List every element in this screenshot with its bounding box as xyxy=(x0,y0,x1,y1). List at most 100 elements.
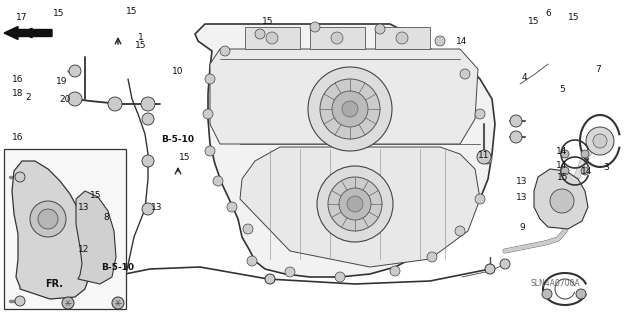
Text: 15: 15 xyxy=(179,153,191,162)
Circle shape xyxy=(485,264,495,274)
Circle shape xyxy=(581,150,589,158)
Circle shape xyxy=(475,109,485,119)
Circle shape xyxy=(475,194,485,204)
Text: 18: 18 xyxy=(12,90,24,99)
Circle shape xyxy=(427,252,437,262)
Text: 1: 1 xyxy=(138,33,144,41)
Circle shape xyxy=(38,209,58,229)
Circle shape xyxy=(550,189,574,213)
Circle shape xyxy=(375,24,385,34)
Text: 14: 14 xyxy=(556,147,568,157)
Circle shape xyxy=(112,297,124,309)
Circle shape xyxy=(205,146,215,156)
Circle shape xyxy=(342,101,358,117)
Circle shape xyxy=(586,127,614,155)
Text: 19: 19 xyxy=(56,78,68,86)
Text: B-5-10: B-5-10 xyxy=(102,263,134,272)
Text: 15: 15 xyxy=(568,13,580,23)
Circle shape xyxy=(142,113,154,125)
Bar xyxy=(4,149,126,309)
Circle shape xyxy=(460,69,470,79)
Circle shape xyxy=(317,166,393,242)
Circle shape xyxy=(561,167,569,175)
Circle shape xyxy=(310,22,320,32)
Circle shape xyxy=(542,289,552,299)
Circle shape xyxy=(68,92,82,106)
Circle shape xyxy=(265,274,275,284)
Circle shape xyxy=(285,267,295,277)
Text: FR.: FR. xyxy=(45,279,63,289)
Text: 15: 15 xyxy=(126,8,138,17)
Circle shape xyxy=(339,188,371,220)
Circle shape xyxy=(142,203,154,215)
Circle shape xyxy=(15,296,25,306)
Text: 15: 15 xyxy=(53,10,65,19)
Bar xyxy=(375,27,430,49)
FancyArrow shape xyxy=(4,26,52,40)
Circle shape xyxy=(142,155,154,167)
Polygon shape xyxy=(240,147,480,267)
Text: 8: 8 xyxy=(103,213,109,222)
Circle shape xyxy=(347,196,363,212)
Text: 4: 4 xyxy=(521,73,527,83)
Bar xyxy=(245,27,300,49)
Text: 15: 15 xyxy=(557,174,569,182)
Circle shape xyxy=(213,176,223,186)
Circle shape xyxy=(331,32,343,44)
Circle shape xyxy=(335,272,345,282)
Bar xyxy=(310,27,365,49)
Text: B-5-10: B-5-10 xyxy=(161,136,195,145)
Polygon shape xyxy=(210,49,478,144)
Circle shape xyxy=(220,46,230,56)
Polygon shape xyxy=(76,191,116,284)
Text: 16: 16 xyxy=(12,76,24,85)
Text: 10: 10 xyxy=(172,68,184,77)
Circle shape xyxy=(510,131,522,143)
Text: SLN4A0700A: SLN4A0700A xyxy=(530,279,580,288)
Circle shape xyxy=(320,79,380,139)
Text: 7: 7 xyxy=(595,65,601,75)
Circle shape xyxy=(243,224,253,234)
Circle shape xyxy=(308,67,392,151)
Text: 13: 13 xyxy=(516,177,528,187)
Text: 11: 11 xyxy=(478,152,490,160)
Text: 5: 5 xyxy=(559,85,565,94)
Circle shape xyxy=(477,150,491,164)
Text: 13: 13 xyxy=(78,204,90,212)
Text: 15: 15 xyxy=(528,18,540,26)
Polygon shape xyxy=(534,169,588,229)
Circle shape xyxy=(205,74,215,84)
Circle shape xyxy=(332,91,368,127)
Text: 15: 15 xyxy=(135,41,147,50)
Circle shape xyxy=(455,226,465,236)
Circle shape xyxy=(435,36,445,46)
Circle shape xyxy=(561,150,569,158)
Text: 13: 13 xyxy=(516,194,528,203)
Text: 13: 13 xyxy=(151,204,163,212)
Text: 20: 20 xyxy=(60,95,70,105)
Text: 12: 12 xyxy=(78,244,90,254)
Circle shape xyxy=(500,259,510,269)
Polygon shape xyxy=(195,24,495,277)
Text: 14: 14 xyxy=(456,38,468,47)
Text: 9: 9 xyxy=(519,224,525,233)
Circle shape xyxy=(593,134,607,148)
Circle shape xyxy=(482,154,492,164)
Circle shape xyxy=(510,115,522,127)
Circle shape xyxy=(581,167,589,175)
Circle shape xyxy=(15,172,25,182)
Text: 2: 2 xyxy=(25,93,31,102)
Circle shape xyxy=(69,65,81,77)
Circle shape xyxy=(396,32,408,44)
Text: 16: 16 xyxy=(12,133,24,143)
Circle shape xyxy=(576,289,586,299)
Circle shape xyxy=(390,266,400,276)
Text: 14: 14 xyxy=(556,161,568,170)
Circle shape xyxy=(328,177,382,231)
Circle shape xyxy=(30,201,66,237)
Circle shape xyxy=(62,297,74,309)
Circle shape xyxy=(108,97,122,111)
Text: 15: 15 xyxy=(262,18,274,26)
Polygon shape xyxy=(12,161,90,299)
Text: 17: 17 xyxy=(16,13,28,23)
